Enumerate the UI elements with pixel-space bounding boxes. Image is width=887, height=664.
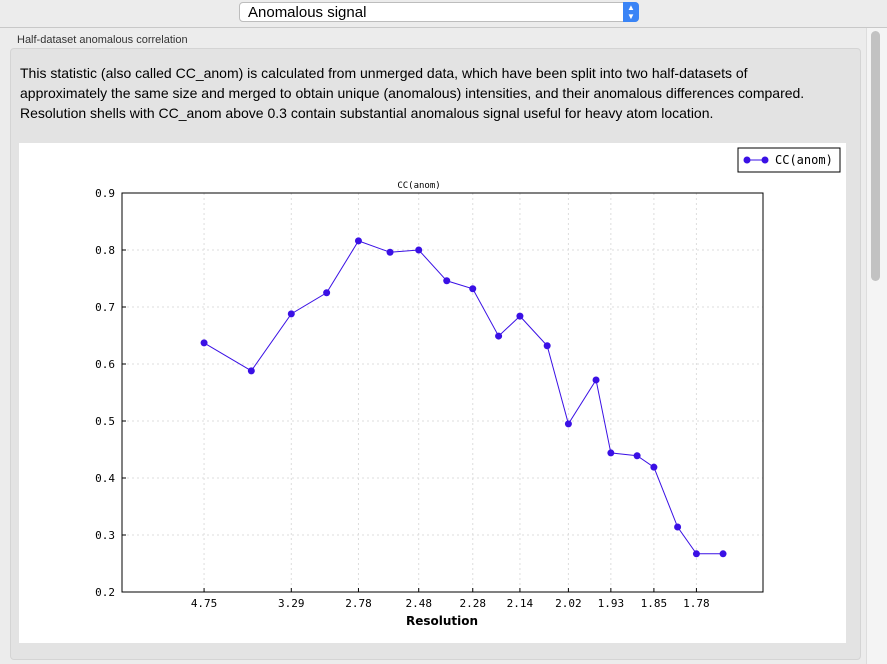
group-title: Half-dataset anomalous correlation (17, 34, 188, 46)
legend-label: CC(anom) (775, 153, 833, 167)
data-point (287, 310, 295, 318)
view-select-value: Anomalous signal (248, 4, 367, 21)
data-point (354, 237, 362, 245)
data-point (650, 463, 658, 471)
x-tick-label: 2.14 (507, 597, 534, 610)
y-tick-label: 0.5 (95, 415, 115, 428)
chart: 0.2 0.3 0.4 0.5 0.6 0.7 0.8 0.9 4.75 3.29 2.78 2.48… (95, 147, 841, 628)
data-point (692, 550, 700, 558)
scrollbar[interactable] (866, 28, 887, 664)
description-text: This statistic (also called CC_anom) is … (20, 65, 805, 121)
data-point (719, 550, 727, 558)
data-point (415, 246, 423, 254)
y-tick-label: 0.3 (95, 529, 115, 542)
data-point (200, 339, 208, 347)
x-tick-label: 2.78 (345, 597, 372, 610)
data-point (564, 420, 572, 428)
legend-marker (761, 156, 769, 164)
x-tick-label: 2.02 (555, 597, 582, 610)
chart-title: CC(anom) (397, 181, 440, 191)
data-point (607, 449, 615, 457)
chevron-up-down-icon: ▲ ▼ (623, 2, 639, 22)
data-point (495, 332, 503, 340)
y-tick-label: 0.9 (95, 187, 115, 200)
data-point (469, 285, 477, 293)
x-tick-label: 1.85 (641, 597, 668, 610)
legend: CC(anom) (737, 147, 841, 173)
data-point (386, 248, 394, 256)
x-tick-label: 2.28 (459, 597, 486, 610)
data-point (674, 523, 682, 531)
plot-frame (121, 192, 764, 593)
view-select[interactable]: Anomalous signal ▲ ▼ (239, 2, 639, 22)
data-point (592, 376, 600, 384)
x-tick-label: 1.93 (598, 597, 625, 610)
y-tick-label: 0.7 (95, 301, 115, 314)
y-tick-label: 0.4 (95, 472, 115, 485)
chart-panel: 0.2 0.3 0.4 0.5 0.6 0.7 0.8 0.9 4.75 3.29 2.78 2.48… (19, 143, 846, 643)
data-point (443, 277, 451, 285)
legend-marker (743, 156, 751, 164)
y-tick-label: 0.8 (95, 244, 115, 257)
series-line (203, 240, 724, 555)
x-tick-label: 3.29 (278, 597, 305, 610)
x-tick-label: 1.78 (683, 597, 710, 610)
toolbar: Anomalous signal ▲ ▼ (0, 0, 887, 28)
data-point (543, 342, 551, 350)
data-point (323, 289, 331, 297)
data-point (633, 452, 641, 460)
y-tick-label: 0.6 (95, 358, 115, 371)
data-point (247, 367, 255, 375)
x-tick-label: 2.48 (405, 597, 432, 610)
y-tick-label: 0.2 (95, 586, 115, 599)
data-point (516, 312, 524, 320)
x-tick-label: 4.75 (191, 597, 218, 610)
x-axis-label: Resolution (406, 614, 478, 628)
scrollbar-thumb[interactable] (871, 31, 880, 281)
